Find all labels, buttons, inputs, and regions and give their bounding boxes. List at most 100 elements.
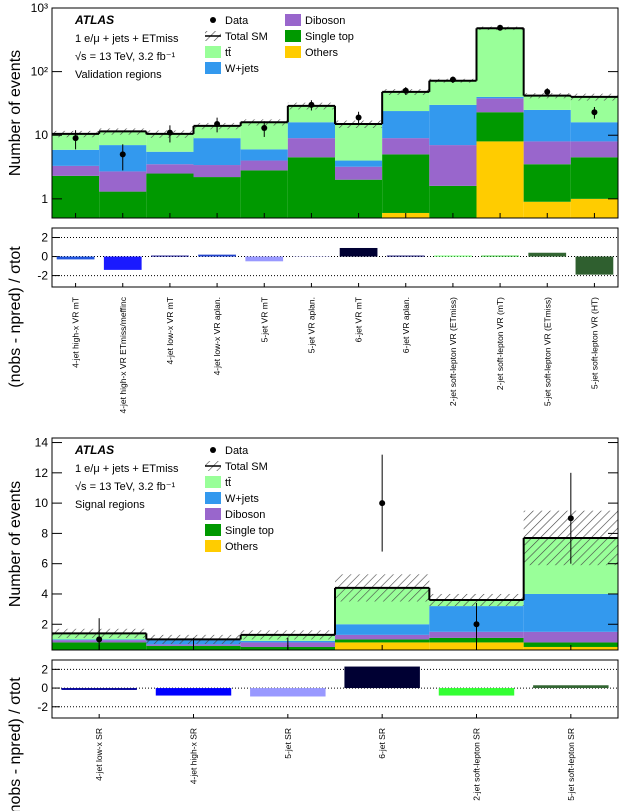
y-tick-label: 6 [41,557,48,571]
legend-label: Diboson [225,509,265,521]
data-point [544,88,551,95]
stack-segment [476,96,524,99]
y-tick-label: 14 [35,436,49,450]
stack-segment [287,105,335,123]
ratio-bar [151,255,189,257]
stack-segment [429,104,477,146]
stack-segment [288,262,335,268]
legend-label: Others [225,541,259,553]
stack-segment [335,124,383,161]
stack-segment [523,642,618,647]
x-tick-label: 5-jet soft-lepton SR [566,728,576,801]
stack-segment [335,179,383,218]
plot-frame [51,437,619,651]
data-point [285,652,291,658]
y-axis-label: Number of events [7,50,24,176]
stack-segment [476,141,524,218]
x-tick-label: 6-jet SR [377,728,387,759]
stack-segment [287,138,335,158]
x-tick-label: 5-jet soft-lepton VR (ETmiss) [542,297,552,406]
plot-area [52,24,618,268]
stack-segment [382,91,430,112]
stack-segment [382,111,430,139]
stack-segment [429,145,477,186]
stack-segment [335,634,430,640]
ratio-y-tick-label: 0 [41,681,48,695]
annotation: √s = 13 TeV, 3.2 fb⁻¹ [75,51,176,63]
x-tick-label: 5-jet soft-lepton VR (HT) [589,297,599,389]
stack-segment [146,151,194,165]
legend-marker [205,46,221,58]
stack-segment [146,262,193,268]
ratio-bar [155,688,232,696]
legend-label: W+jets [225,493,259,505]
y-tick-label: 10 [35,128,49,142]
stack-segment [193,165,241,178]
legend-label: W+jets [225,63,259,75]
y-tick-label: 10 [35,496,49,510]
stack-segment [335,166,383,180]
stack-segment [241,262,288,268]
data-point [379,500,386,507]
legend-marker [210,17,216,23]
ratio-y-tick-label: 0 [41,250,48,264]
legend-label: Single top [225,525,274,537]
stack-segment [287,122,335,139]
legend-label: tt̄ [225,477,231,489]
x-tick-label: 4-jet low-x VR mT [165,297,175,365]
legend-marker [205,508,221,520]
stack-segment [523,109,571,142]
ratio-bar [245,256,284,262]
stack-segment [146,133,194,152]
legend-marker [285,30,301,42]
x-tick-label: 4-jet high-x SR [189,728,199,784]
x-tick-label: 5-jet VR aplan. [306,297,316,353]
stack-segment [99,171,147,192]
y-tick-label: 12 [35,466,49,480]
stack-segment [99,131,147,146]
data-point [402,87,409,94]
stack-segment [523,593,618,632]
atlas-label: ATLAS [74,443,114,457]
data-point [261,124,268,131]
y-tick-label: 2 [41,617,48,631]
x-tick-label: 4-jet low-x SR [94,728,104,781]
ratio-bar [339,247,378,257]
ratio-bar [533,685,609,689]
stack-segment [476,112,524,142]
legend-label: Data [225,445,249,457]
ratio-bar [434,255,472,257]
ratio-y-tick-label: -2 [37,269,48,283]
stack-segment [194,262,241,268]
stack-segment [570,122,618,142]
legend-marker [285,46,301,58]
stack-segment [335,624,430,635]
legend-marker [205,524,221,536]
stack-segment [429,185,477,218]
x-tick-label: 5-jet VR mT [259,297,269,342]
data-point [214,121,221,128]
ratio-bar [344,666,420,689]
stack-segment [523,164,571,202]
data-point [591,109,598,116]
y-tick-label: 4 [41,587,48,601]
stack-segment [523,95,571,110]
legend-marker [205,540,221,552]
data-point [449,76,456,83]
data-point [72,135,79,142]
stack-segment [382,212,430,218]
annotation: 1 e/μ + jets + ETmiss [75,463,179,475]
atlas-label: ATLAS [74,13,114,27]
x-tick-label: 4-jet high-x VR ETmiss/meffinc [118,296,128,413]
ratio-bar [61,688,137,690]
stack-segment [193,177,241,218]
data-point [473,621,480,628]
stack-segment [335,262,382,268]
ratio-bar [575,256,614,275]
legend-label: Others [305,47,339,59]
stack-segment [146,173,194,218]
x-tick-label: 2-jet soft-lepton SR [472,728,482,801]
y-axis-label: Number of events [7,481,24,607]
legend-label: Data [225,15,249,27]
y-tick-label: 1 [41,192,48,206]
